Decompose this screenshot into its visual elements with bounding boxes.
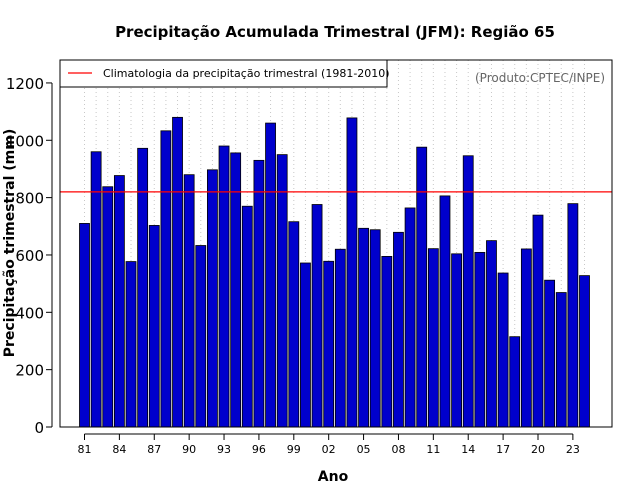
x-tick-label: 99: [287, 443, 301, 456]
x-tick-label: 05: [357, 443, 371, 456]
bar-2010: [416, 146, 428, 428]
y-tick-label: 1000: [6, 132, 44, 150]
bar-1985: [125, 261, 137, 428]
y-axis-label: Precipitação trimestral (mm): [2, 129, 18, 357]
bar-1991: [195, 245, 207, 428]
y-tick-label: 600: [15, 247, 44, 265]
bar-2015: [474, 251, 486, 428]
x-tick-label: 84: [112, 443, 126, 456]
x-tick-label: 93: [217, 443, 231, 456]
bar-2011: [427, 248, 439, 428]
bar-1992: [207, 169, 218, 428]
bar-2002: [323, 260, 335, 428]
bar-1982: [90, 151, 102, 428]
y-axis: 0 200 400 600 800 1000 1200: [6, 75, 53, 437]
bar-2013: [451, 253, 462, 428]
x-tick-label: 02: [322, 443, 336, 456]
bar-2007: [381, 256, 393, 428]
bar-1989: [172, 116, 183, 428]
bar-2009: [404, 207, 416, 428]
bar-2000: [300, 262, 311, 428]
bar-1984: [113, 175, 125, 428]
bar-2005: [358, 227, 369, 428]
x-tick-label: 08: [391, 443, 405, 456]
bar-2019: [520, 248, 532, 428]
bar-1983: [102, 186, 114, 428]
bar-1990: [183, 174, 195, 428]
x-tick-label: 96: [252, 443, 266, 456]
bar-1993: [218, 145, 230, 428]
bar-1986: [137, 147, 149, 428]
legend: Climatologia da precipitação trimestral …: [59, 59, 390, 88]
bar-2020: [532, 214, 544, 428]
y-tick-label: 1200: [6, 75, 44, 93]
bar-2006: [369, 229, 381, 428]
bar-2016: [486, 240, 497, 428]
x-tick-label: 17: [496, 443, 510, 456]
bar-1987: [148, 225, 160, 428]
x-tick-label: 87: [147, 443, 161, 456]
bar-2003: [334, 248, 346, 428]
x-axis: 81 84 87 90 93 96 99 02 05 08 11 14 17 20 23: [78, 433, 580, 456]
y-tick-label: 200: [15, 362, 44, 380]
bar-1997: [265, 122, 276, 428]
y-tick-label: 400: [15, 304, 44, 322]
credit-text: (Produto:CPTEC/INPE): [475, 71, 605, 85]
bar-2008: [393, 231, 404, 428]
x-tick-label: 90: [182, 443, 196, 456]
y-tick-label: 800: [15, 190, 44, 208]
bar-1999: [288, 221, 300, 428]
bar-2018: [509, 336, 521, 428]
bar-1998: [276, 154, 288, 428]
x-tick-label: 23: [566, 443, 580, 456]
bars: [79, 116, 590, 428]
bar-2001: [311, 204, 323, 428]
x-tick-label: 20: [531, 443, 545, 456]
bar-1996: [253, 159, 265, 428]
legend-box: [59, 59, 388, 88]
bar-2022: [555, 292, 567, 428]
bar-1981: [79, 223, 90, 428]
chart-title: Precipitação Acumulada Trimestral (JFM):…: [115, 23, 555, 41]
x-tick-label: 14: [461, 443, 475, 456]
bar-2021: [544, 279, 556, 428]
x-axis-label: Ano: [318, 469, 349, 485]
bar-1995: [241, 205, 253, 428]
bar-2012: [439, 195, 451, 428]
bar-2023: [567, 203, 579, 428]
bar-2004: [346, 117, 358, 428]
bar-2014: [462, 155, 474, 428]
bar-2024: [579, 275, 590, 428]
bar-2017: [497, 272, 509, 428]
x-tick-label: 11: [426, 443, 440, 456]
y-tick-label: 0: [34, 419, 44, 437]
bar-1988: [160, 130, 172, 428]
legend-label: Climatologia da precipitação trimestral …: [103, 67, 390, 80]
x-tick-label: 81: [78, 443, 92, 456]
bar-1994: [230, 152, 242, 428]
